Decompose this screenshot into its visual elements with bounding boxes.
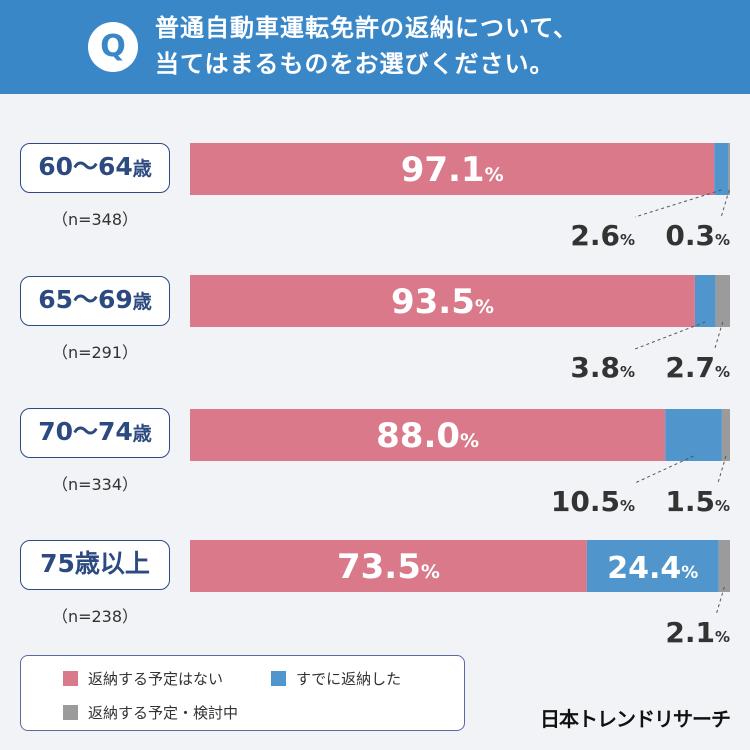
bar-segment (715, 275, 730, 327)
leader-line (720, 189, 730, 218)
data-label-no-plan: 73.5% (337, 547, 440, 587)
data-label-returned: 3.8% (570, 351, 635, 384)
age-group-text: 60～64 (38, 152, 133, 181)
bar-segment (718, 540, 730, 592)
sample-size-label: （n=291） (51, 343, 139, 362)
bar-segment (665, 409, 722, 461)
sample-size-label: （n=348） (51, 210, 139, 229)
age-group-label: 70～74歳 (20, 408, 170, 458)
question-header: Q 普通自動車運転免許の返納について、 当てはまるものをお選びください。 (0, 0, 750, 94)
bar-segment (190, 540, 587, 592)
data-label-no-plan: 88.0% (376, 416, 479, 456)
legend-item-no-plan: 返納する予定はない (63, 668, 223, 689)
bar-segment (721, 409, 730, 461)
leader-line (715, 586, 725, 615)
leader-line (714, 321, 724, 350)
legend-swatch-considering (63, 705, 78, 720)
data-label-returned: 2.6% (570, 219, 635, 252)
legend-item-returned: すでに返納した (271, 668, 401, 689)
age-group-label: 60～64歳 (20, 143, 170, 193)
age-group-suffix: 歳 (132, 291, 152, 313)
legend-swatch-no-plan (63, 671, 78, 686)
leader-line (634, 189, 722, 218)
age-group-suffix: 歳 (132, 158, 152, 180)
data-label-considering: 2.1% (665, 616, 730, 649)
bar-segment (714, 143, 729, 195)
legend: 返納する予定はない すでに返納した 返納する予定・検討中 (20, 655, 465, 731)
bar-segment (586, 540, 719, 592)
age-group-label: 65～69歳 (20, 276, 170, 326)
brand-logo: 日本トレンドリサーチ (540, 707, 731, 731)
leader-line (717, 455, 727, 484)
bar-segment (190, 275, 695, 327)
legend-swatch-returned (271, 671, 286, 686)
age-group-text: 75歳以上 (40, 549, 150, 578)
bar-segment (728, 143, 730, 195)
bar-segment (190, 143, 715, 195)
age-group-label: 75歳以上 (20, 540, 170, 590)
data-label-considering: 0.3% (665, 219, 730, 252)
age-group-text: 70～74 (38, 417, 133, 446)
question-text: 普通自動車運転免許の返納について、 当てはまるものをお選びください。 (155, 14, 579, 78)
sample-size-label: （n=238） (51, 607, 139, 626)
data-label-considering: 2.7% (665, 351, 730, 384)
data-label-returned: 10.5% (551, 485, 635, 518)
age-group-text: 65～69 (38, 285, 133, 314)
question-mark-icon: Q (88, 22, 138, 72)
legend-label-considering: 返納する予定・検討中 (88, 704, 239, 722)
bar-segment (694, 275, 716, 327)
data-label-no-plan: 93.5% (391, 282, 494, 322)
data-label-no-plan: 97.1% (401, 150, 504, 190)
sample-size-label: （n=334） (51, 475, 139, 494)
bar-segment (190, 409, 666, 461)
data-label-considering: 1.5% (665, 485, 730, 518)
leader-line (634, 455, 694, 484)
legend-label-no-plan: 返納する予定はない (88, 670, 224, 688)
legend-item-considering: 返納する予定・検討中 (63, 702, 238, 723)
leader-line (634, 321, 706, 350)
age-group-suffix: 歳 (132, 423, 152, 445)
data-label-returned: 24.4% (607, 551, 698, 586)
legend-label-returned: すでに返納した (296, 670, 402, 688)
